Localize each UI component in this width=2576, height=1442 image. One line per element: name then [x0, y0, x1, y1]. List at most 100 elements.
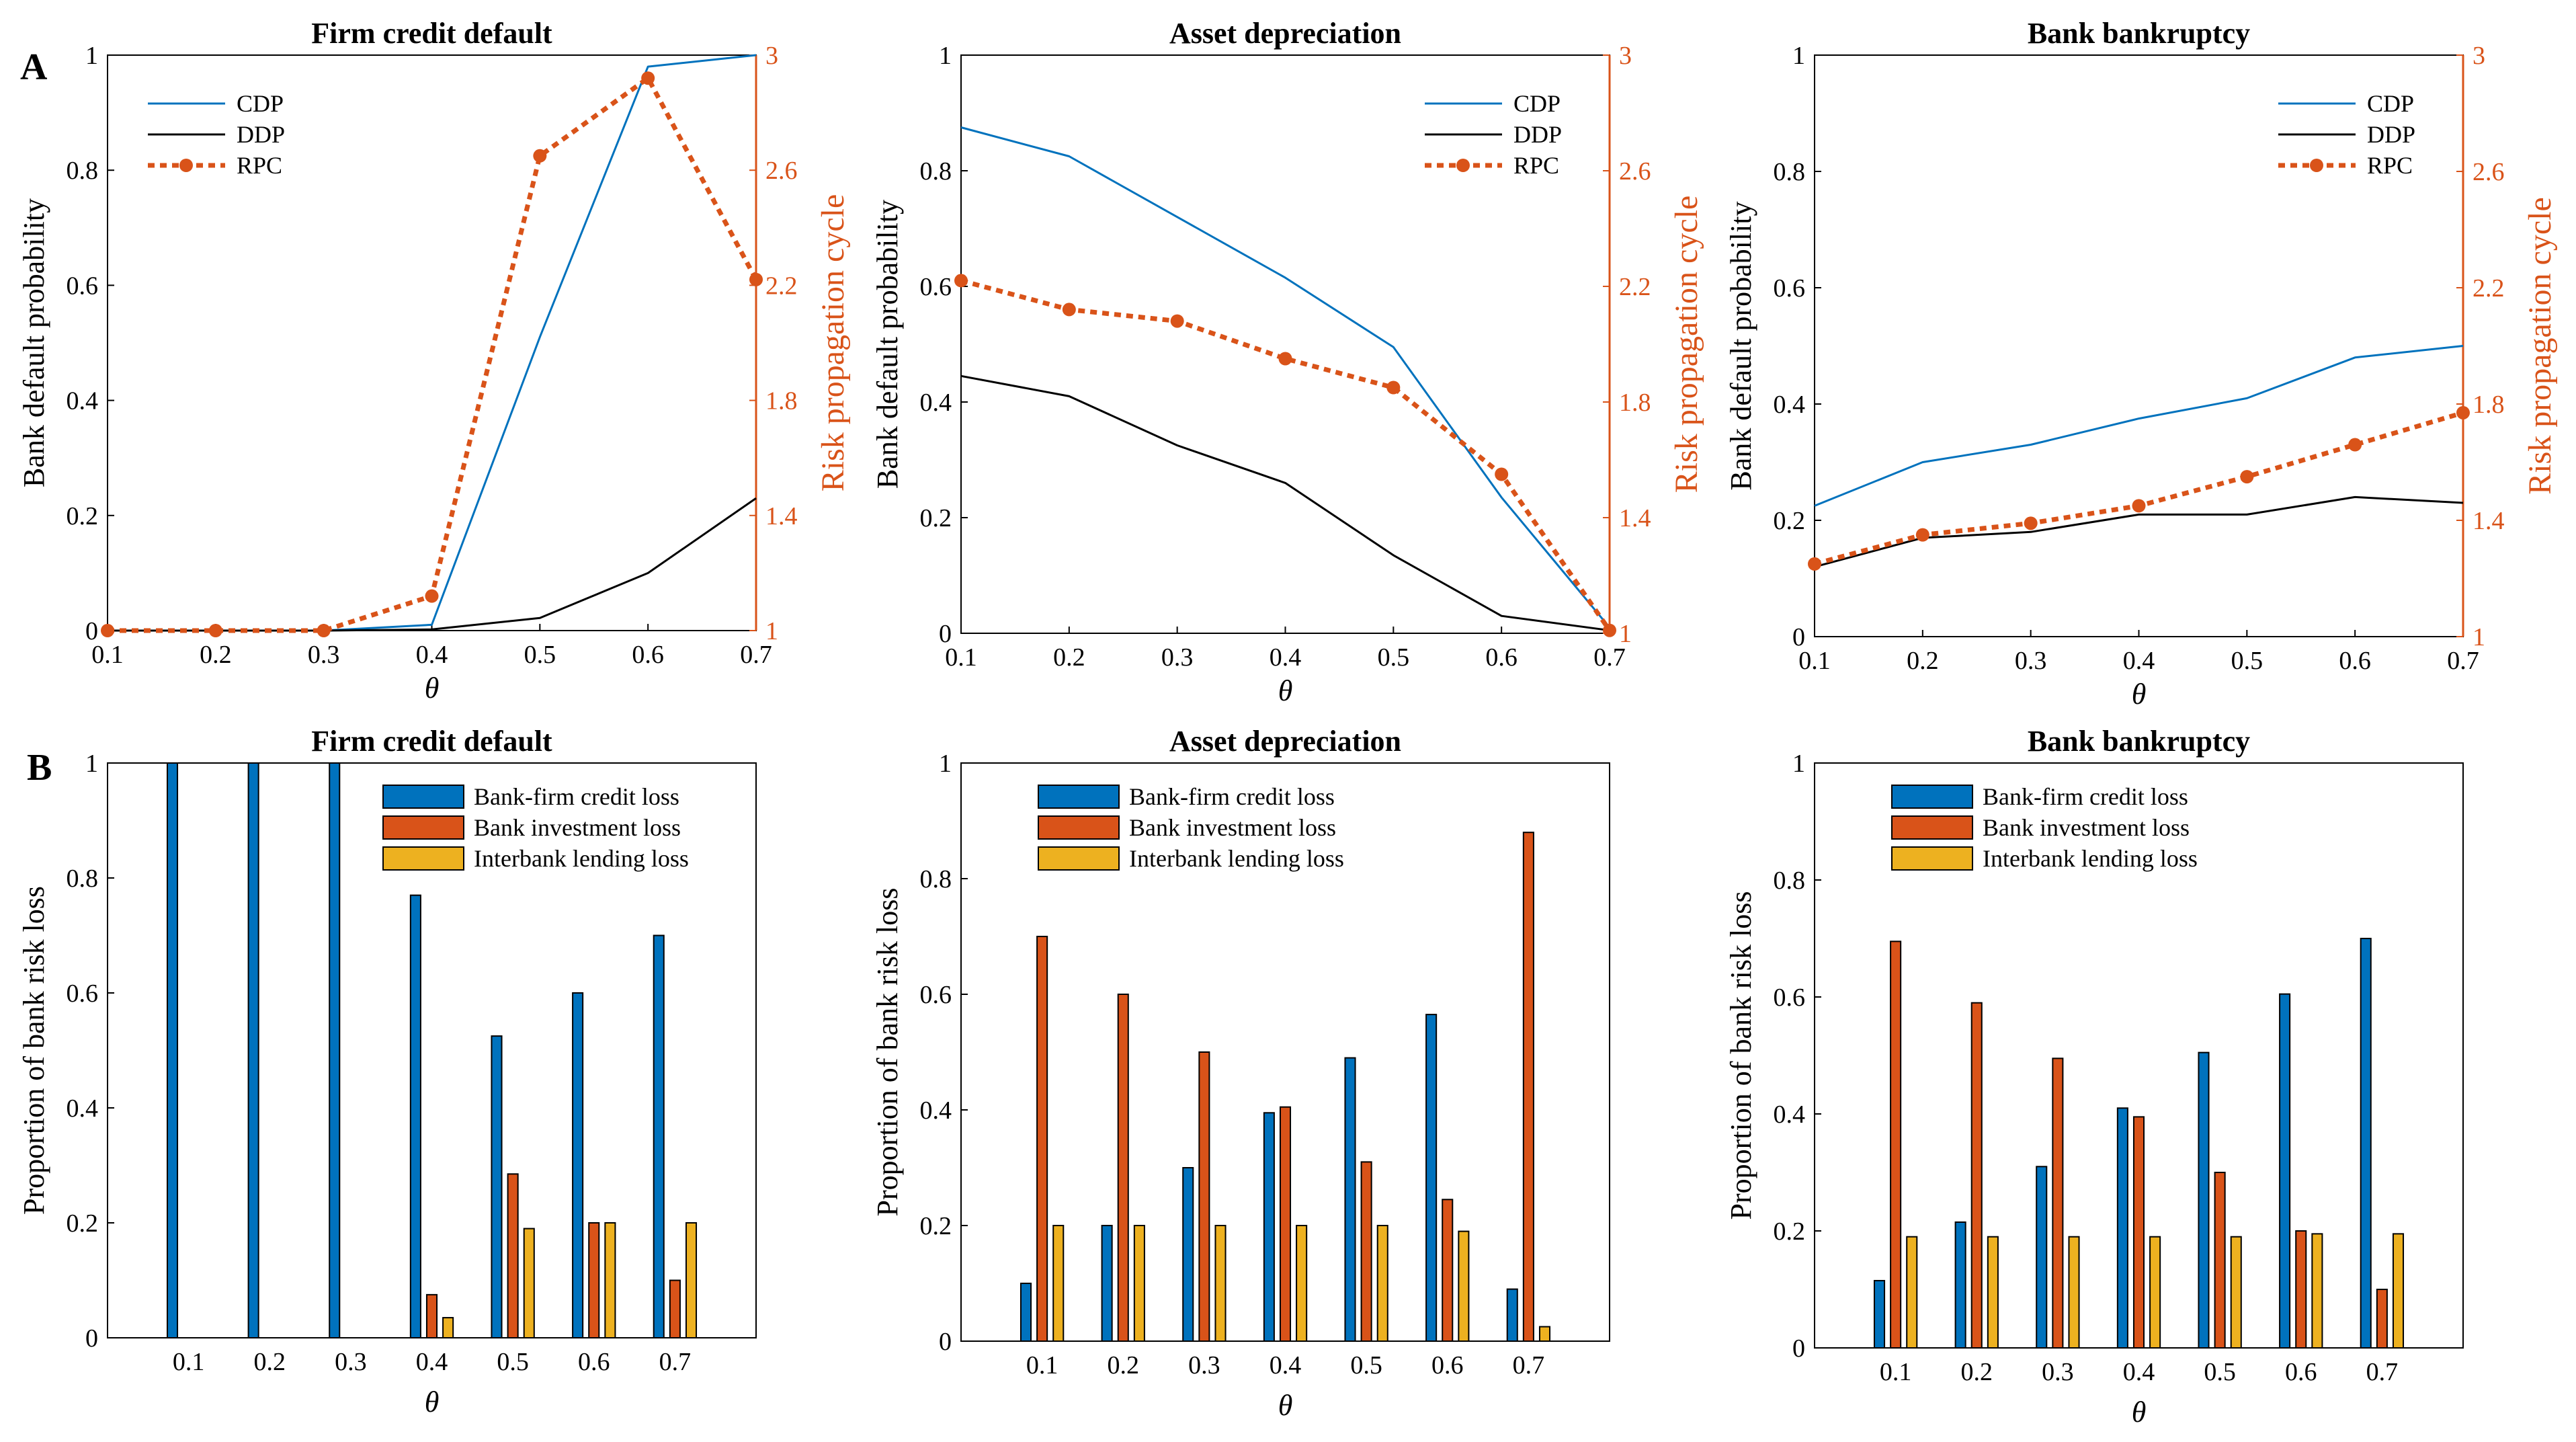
- legend-label: DDP: [2367, 121, 2415, 148]
- y-tick-label: 0: [1792, 1334, 1805, 1363]
- y-right-tick-label: 1.4: [765, 502, 798, 530]
- y-axis-label: Proportion of bank risk loss: [17, 886, 50, 1215]
- legend-swatch: [1038, 785, 1120, 809]
- bar: [2068, 1236, 2080, 1349]
- rpc-marker: [641, 71, 655, 85]
- bar: [2360, 938, 2372, 1349]
- rpc-marker: [425, 589, 439, 603]
- bar: [1182, 1167, 1194, 1342]
- x-axis-label: θ: [2132, 1396, 2147, 1429]
- y-tick-label: 0.4: [1774, 1100, 1806, 1129]
- bar: [507, 1173, 519, 1338]
- axes-box: [1814, 54, 2464, 637]
- series-line-rpc: [960, 278, 1612, 632]
- bar: [604, 1222, 616, 1338]
- y-right-tick-label: 1.8: [765, 387, 798, 415]
- y-right-axis-label: Risk propagation cycle: [1669, 196, 1704, 493]
- legend-label: DDP: [1513, 121, 1562, 148]
- bar: [1214, 1225, 1227, 1342]
- x-tick-label: 0.7: [2366, 1358, 2399, 1386]
- bar: [1263, 1112, 1275, 1343]
- charts: Firm credit default 0 0.2 0.4 0.6 0.8 1 Bank de…: [17, 17, 2558, 1429]
- x-tick-label: 0.1: [173, 1348, 205, 1376]
- y-right-tick-label: 2.2: [765, 272, 798, 300]
- x-tick-label: 0.7: [1513, 1351, 1545, 1379]
- legend-label: Interbank lending loss: [1129, 845, 1344, 872]
- y-tick-label: 1: [939, 750, 952, 778]
- x-tick-label: 0.5: [2204, 1358, 2236, 1386]
- y-tick-label: 1: [85, 42, 98, 70]
- rpc-marker: [1386, 380, 1401, 395]
- y-tick-label: 1: [85, 750, 98, 778]
- legend-label: Bank investment loss: [474, 814, 681, 841]
- y-tick-label: 0.6: [67, 272, 99, 300]
- y-tick-label: 0.4: [67, 387, 99, 415]
- y-right-tick-label: 3: [765, 42, 778, 70]
- y-tick-label: 0: [1792, 623, 1805, 651]
- x-tick-label: 0.5: [524, 641, 556, 669]
- rpc-marker: [2024, 516, 2038, 530]
- x-axis-label: θ: [1278, 674, 1293, 707]
- rpc-marker: [1915, 528, 1929, 542]
- bar: [2376, 1289, 2388, 1349]
- bar: [409, 894, 421, 1338]
- x-tick-label: 0.3: [1188, 1351, 1220, 1379]
- bar: [2279, 993, 2291, 1349]
- y-axis-label: Proportion of bank risk loss: [1725, 891, 1757, 1220]
- x-tick-label: 0.7: [2447, 647, 2479, 675]
- y-right-tick-label: 2.2: [2473, 274, 2505, 303]
- y-right-tick-label: 3: [2473, 42, 2485, 70]
- legend-label: RPC: [2367, 152, 2413, 179]
- bar: [2392, 1233, 2405, 1349]
- rpc-marker: [101, 624, 114, 637]
- bar: [329, 762, 341, 1338]
- y-tick-label: 0.2: [1774, 1217, 1806, 1246]
- legend-label: Bank-firm credit loss: [474, 783, 679, 810]
- y-tick-label: 0.2: [920, 504, 952, 532]
- x-tick-label: 0.5: [2231, 647, 2263, 675]
- y-tick-label: 0.8: [1774, 867, 1806, 895]
- legend-label: CDP: [237, 90, 284, 117]
- legend-marker: [1456, 159, 1470, 172]
- x-tick-label: 0.3: [308, 641, 340, 669]
- bar: [1133, 1225, 1145, 1342]
- panel-label-b: B: [27, 747, 52, 789]
- x-tick-label: 0.2: [1053, 643, 1085, 672]
- x-tick-label: 0.4: [416, 641, 448, 669]
- series-line-ddp: [108, 497, 757, 632]
- y-tick-label: 0: [939, 1328, 952, 1356]
- bar: [2149, 1236, 2161, 1349]
- series-line-ddp: [960, 374, 1610, 632]
- y-right-axis-label: Risk propagation cycle: [2522, 197, 2558, 495]
- legend-swatch: [1038, 815, 1120, 840]
- legend-swatch: [382, 785, 464, 809]
- legend-swatch: [1891, 815, 1973, 840]
- bar: [1522, 832, 1534, 1342]
- rpc-marker: [1170, 314, 1184, 328]
- rpc-marker: [1808, 557, 1821, 571]
- bar: [523, 1228, 535, 1339]
- rpc-marker: [2240, 470, 2254, 484]
- y-axis-label: Proportion of bank risk loss: [871, 888, 904, 1217]
- chart-title: Bank bankruptcy: [2028, 725, 2250, 758]
- bar: [2036, 1166, 2048, 1349]
- bar: [1458, 1230, 1470, 1342]
- bar: [1873, 1279, 1886, 1349]
- y-tick-label: 0.4: [920, 1096, 952, 1125]
- y-tick-label: 0.6: [1774, 274, 1806, 303]
- chart-a2: Asset depreciation 0 0.2 0.4 0.6 0.8 1 Bank def…: [871, 17, 1704, 707]
- bar: [2295, 1230, 2307, 1349]
- y-right-tick-label: 2.6: [2473, 158, 2505, 186]
- y-tick-label: 0.6: [67, 979, 99, 1008]
- legend-label: Interbank lending loss: [1983, 845, 2198, 872]
- y-tick-label: 1: [1792, 750, 1805, 778]
- x-tick-label: 0.6: [632, 641, 664, 669]
- bar: [425, 1293, 438, 1338]
- bar: [1296, 1225, 1308, 1342]
- y-tick-label: 0: [939, 620, 952, 648]
- bar: [1036, 936, 1048, 1342]
- legend-label: RPC: [1513, 152, 1559, 179]
- rpc-marker: [533, 149, 547, 163]
- bar: [2214, 1172, 2226, 1349]
- rpc-marker: [749, 272, 763, 286]
